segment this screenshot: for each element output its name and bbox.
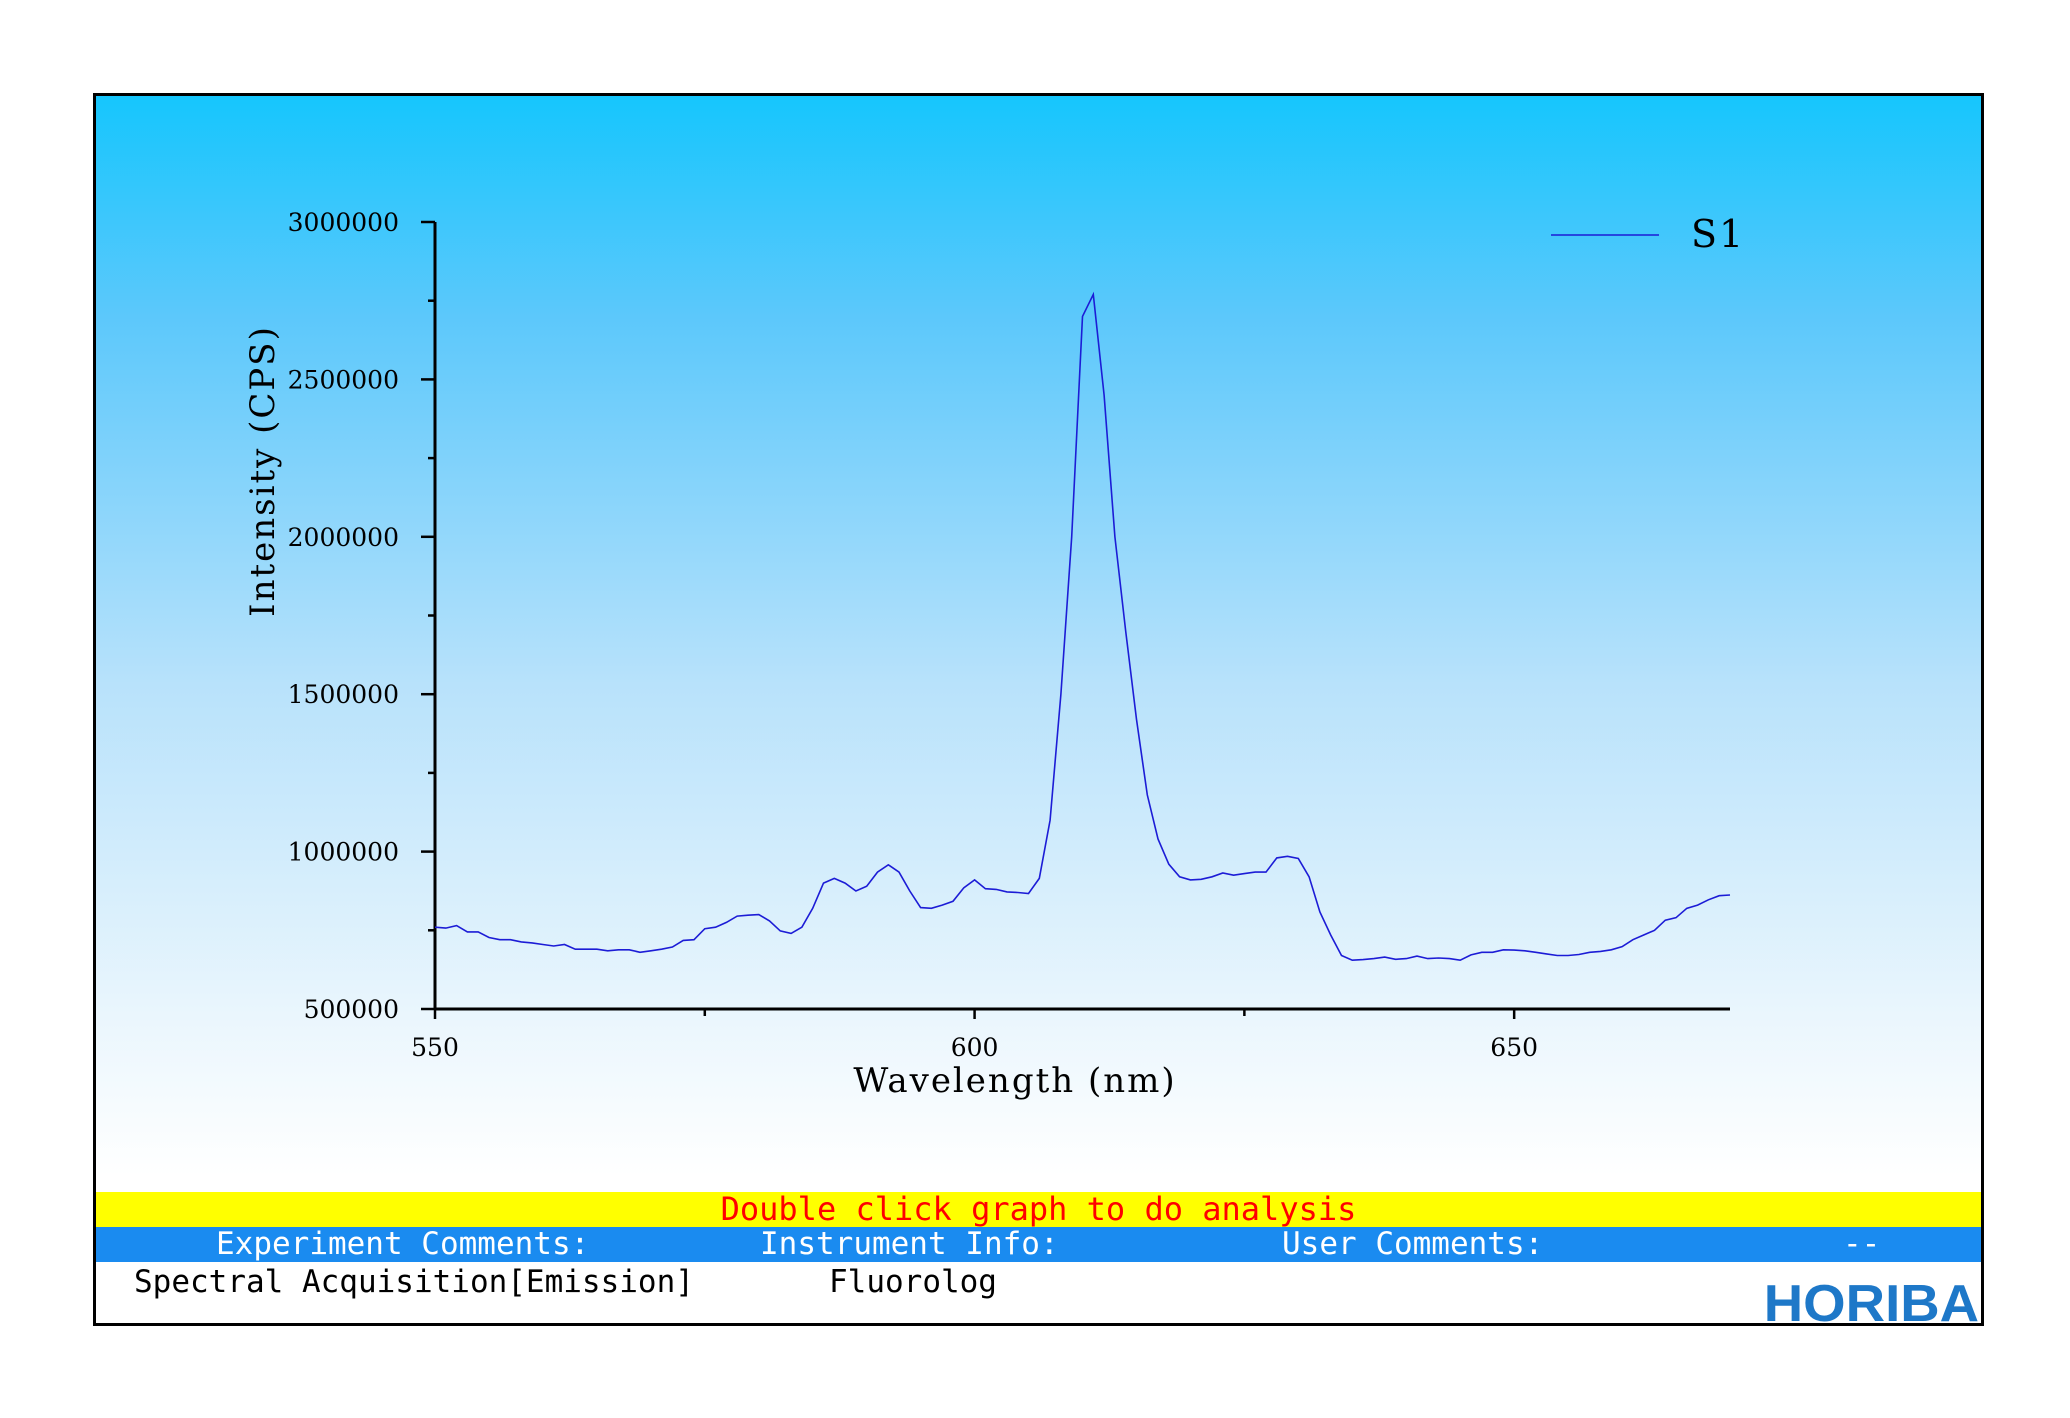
chart-ticks: 500000 1000000 1500000 2000000 2500000 300000… xyxy=(288,208,1538,1062)
instrument-info-label: Instrument Info: xyxy=(760,1226,1059,1262)
y-tick-label: 500000 xyxy=(304,995,399,1024)
y-tick-label: 3000000 xyxy=(288,208,399,237)
y-tick-label: 1500000 xyxy=(288,680,399,709)
info-values-row: Spectral Acquisition[Emission] Fluorolog xyxy=(96,1262,1981,1323)
instrument-info-value: Fluorolog xyxy=(829,1264,997,1300)
horiba-logo: HORIBA xyxy=(1763,1275,1979,1326)
x-tick-label: 550 xyxy=(411,1033,459,1062)
graph-frame[interactable]: 500000 1000000 1500000 2000000 2500000 300000… xyxy=(93,93,1984,1326)
x-tick-label: 600 xyxy=(951,1033,999,1062)
y-axis-title: Intensity (CPS) xyxy=(243,325,283,617)
user-comments-value: -- xyxy=(1843,1226,1881,1262)
user-comments-label: User Comments: xyxy=(1282,1226,1544,1262)
y-tick-label: 2000000 xyxy=(288,523,399,552)
y-tick-label: 1000000 xyxy=(288,838,399,867)
series-line-s1 xyxy=(434,291,1731,962)
analysis-hint-text: Double click graph to do analysis xyxy=(720,1190,1357,1228)
experiment-comments-value: Spectral Acquisition[Emission] xyxy=(134,1264,694,1300)
info-header-bar: Experiment Comments: Instrument Info: Us… xyxy=(96,1227,1981,1262)
analysis-hint-bar[interactable]: Double click graph to do analysis xyxy=(96,1192,1981,1227)
spectrum-chart[interactable]: 500000 1000000 1500000 2000000 2500000 300000… xyxy=(96,96,1981,1192)
y-tick-label: 2500000 xyxy=(288,365,399,394)
chart-axes xyxy=(433,222,1730,1011)
legend: S1 xyxy=(1551,212,1745,256)
x-tick-label: 650 xyxy=(1490,1033,1538,1062)
legend-label-s1: S1 xyxy=(1691,212,1745,256)
experiment-comments-label: Experiment Comments: xyxy=(216,1226,590,1262)
x-axis-title: Wavelength (nm) xyxy=(853,1061,1176,1101)
